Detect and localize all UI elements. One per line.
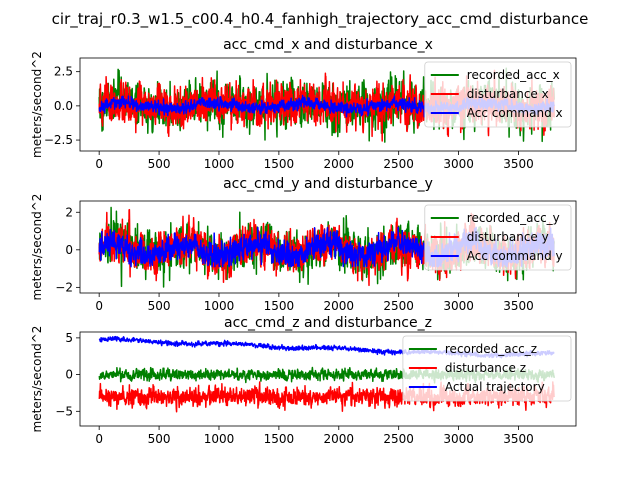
legend-label: Actual trajectory [445, 380, 545, 394]
y-tick-label: −5 [55, 404, 73, 418]
x-tick-label: 3000 [443, 157, 474, 171]
legend-box [402, 335, 572, 402]
x-tick-label: 1500 [264, 299, 295, 313]
x-tick-label: 500 [148, 299, 171, 313]
legend-label: recorded_acc_x [467, 68, 560, 82]
legend-label: recorded_acc_z [445, 342, 537, 356]
x-tick-label: 0 [95, 432, 103, 446]
subplot-3: acc_cmd_z and disturbance_z meters/second… [30, 315, 577, 446]
subplot-2: acc_cmd_y and disturbance_y meters/second… [30, 176, 577, 313]
x-tick-label: 1500 [264, 157, 295, 171]
x-tick-label: 1000 [204, 299, 235, 313]
x-tick-label: 2000 [324, 157, 355, 171]
y-axis-label: meters/second^2 [30, 51, 44, 158]
x-tick-label: 2000 [324, 432, 355, 446]
subplot-title: acc_cmd_x and disturbance_x [223, 37, 433, 53]
figure-suptitle: cir_traj_r0.3_w1.5_c00.4_h0.4_fanhigh_tr… [52, 10, 589, 29]
legend: recorded_acc_z disturbance z Actual trajec… [402, 335, 572, 402]
x-tick-label: 2000 [324, 299, 355, 313]
y-tick-label: −2 [55, 280, 73, 294]
subplots: acc_cmd_x and disturbance_x meters/second… [30, 37, 577, 446]
x-tick-label: 3000 [443, 299, 474, 313]
x-tick-label: 1000 [204, 432, 235, 446]
x-tick-label: 3500 [503, 432, 534, 446]
legend-box [424, 61, 572, 128]
y-tick-label: 2 [65, 205, 73, 219]
y-axis-label: meters/second^2 [30, 194, 44, 301]
axes-frame [79, 331, 577, 427]
subplot-title: acc_cmd_z and disturbance_z [224, 315, 432, 331]
axes-frame [79, 57, 577, 152]
legend-label: disturbance y [467, 230, 549, 244]
x-tick-label: 2500 [383, 432, 414, 446]
y-tick-label: 0 [65, 243, 73, 257]
x-tick-label: 1500 [264, 432, 295, 446]
legend-label: Acc command x [467, 106, 563, 120]
subplot-title: acc_cmd_y and disturbance_y [223, 176, 433, 192]
x-tick-label: 2500 [383, 299, 414, 313]
x-tick-label: 3000 [443, 432, 474, 446]
x-tick-label: 3500 [503, 157, 534, 171]
x-tick-label: 1000 [204, 157, 235, 171]
y-tick-label: 0.0 [54, 99, 73, 113]
x-tick-label: 3500 [503, 299, 534, 313]
x-tick-label: 0 [95, 157, 103, 171]
y-axis-label: meters/second^2 [30, 326, 44, 433]
legend-label: disturbance z [445, 361, 526, 375]
x-tick-label: 500 [148, 157, 171, 171]
legend-box [424, 204, 572, 271]
legend: recorded_acc_x disturbance x Acc command x [424, 61, 572, 128]
axes-frame [79, 200, 577, 294]
legend: recorded_acc_y disturbance y Acc command y [424, 204, 572, 271]
subplot-1: acc_cmd_x and disturbance_x meters/second… [30, 37, 577, 171]
x-tick-label: 2500 [383, 157, 414, 171]
legend-label: Acc command y [467, 249, 563, 263]
legend-label: disturbance x [467, 87, 549, 101]
y-tick-label: −2.5 [44, 133, 73, 147]
y-tick-label: 5 [65, 331, 73, 345]
x-tick-label: 500 [148, 432, 171, 446]
y-tick-label: 2.5 [54, 65, 73, 79]
legend-label: recorded_acc_y [467, 211, 560, 225]
x-tick-label: 0 [95, 299, 103, 313]
y-tick-label: 0 [65, 368, 73, 382]
